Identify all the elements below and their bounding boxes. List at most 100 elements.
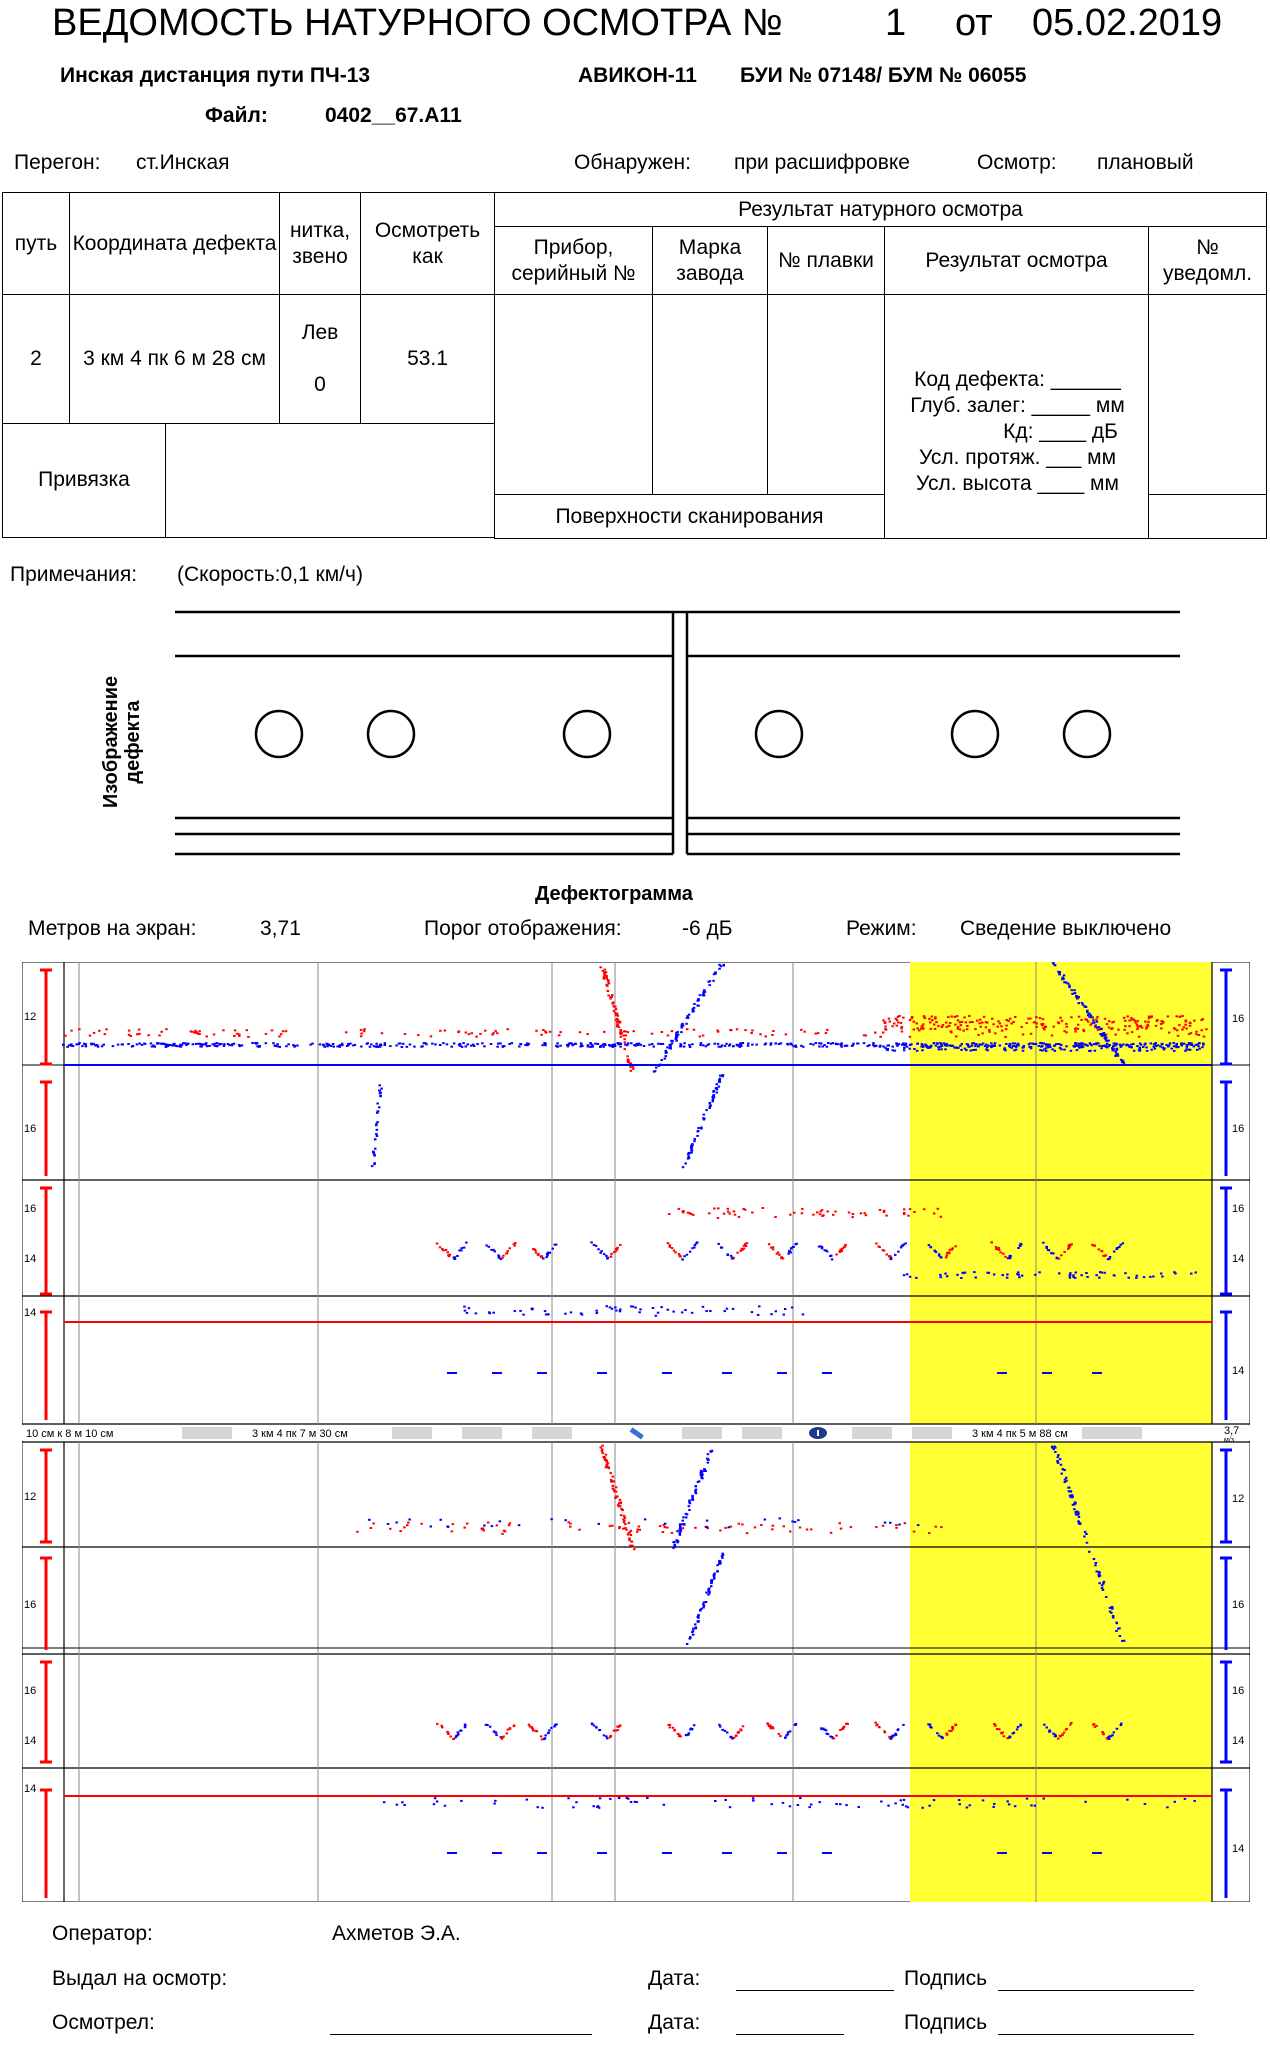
date-line[interactable] (736, 1990, 894, 1991)
signal-dot (153, 1045, 157, 1048)
signal-dot (1040, 1023, 1043, 1026)
scale-label-right: 14 (1232, 1843, 1244, 1855)
signal-dot (997, 1372, 1007, 1374)
signal-dot (1018, 1276, 1021, 1279)
signal-dot (1198, 1047, 1201, 1050)
signal-dot (340, 1042, 344, 1045)
signal-dot (728, 1044, 731, 1047)
meters-value: 3,71 (260, 917, 301, 940)
signal-dot (454, 1736, 457, 1739)
privyazka-label: Привязка (2, 422, 166, 539)
signal-dot (450, 1045, 453, 1048)
signal-dot (623, 1048, 626, 1051)
signal-dot (1175, 1046, 1178, 1049)
signal-dot (400, 1046, 404, 1048)
signal-dot (908, 1047, 911, 1050)
signal-dot (997, 1020, 1000, 1023)
signal-dot (1017, 1247, 1020, 1249)
signal-dot (1083, 1530, 1087, 1533)
signal-dot (608, 1044, 611, 1046)
signal-dot (1006, 1800, 1009, 1803)
signal-dot (586, 1033, 589, 1036)
signal-dot (1041, 1045, 1044, 1048)
signal-dot (687, 1155, 690, 1158)
signal-dot (696, 1130, 699, 1133)
defectogram[interactable]: 10 см к 8 м 10 см 3 км 4 пк 7 м 30 см 3 … (22, 962, 1250, 1902)
sign-line[interactable] (998, 1990, 1194, 1991)
signal-dot (699, 1609, 702, 1612)
date-line[interactable] (736, 2034, 844, 2035)
signal-dot (474, 1312, 478, 1315)
signal-dot (953, 1015, 956, 1018)
signal-dot (1084, 1018, 1087, 1021)
signal-dot (708, 1107, 711, 1109)
signal-dot (551, 1247, 554, 1250)
signal-dot (613, 1251, 616, 1254)
signal-dot (166, 1045, 170, 1047)
signal-dot (401, 1801, 404, 1804)
signal-dot (710, 1449, 714, 1452)
signal-dot (447, 1733, 450, 1735)
signal-dot (164, 1044, 168, 1047)
signal-dot (597, 1248, 600, 1251)
pencil-icon[interactable] (629, 1427, 644, 1440)
signal-dot (1042, 1852, 1052, 1854)
signal-dot (993, 1802, 996, 1805)
signal-dot (194, 1031, 198, 1034)
signal-dot (760, 1524, 763, 1526)
signal-dot (864, 1214, 868, 1217)
signal-dot (1038, 1271, 1041, 1274)
signal-dot (1195, 1033, 1198, 1036)
signal-dot (694, 1627, 698, 1630)
signal-dot (603, 1457, 606, 1460)
signal-dot (1032, 1043, 1036, 1046)
signal-dot (1115, 1727, 1119, 1730)
signal-dot (862, 1034, 866, 1037)
signal-dot (664, 1051, 668, 1054)
signal-dot (537, 1372, 547, 1374)
bolt-hole-icon (366, 709, 416, 759)
signal-dot (977, 1045, 980, 1048)
signal-dot (1145, 1046, 1148, 1049)
signal-dot (767, 1243, 771, 1246)
signal-dot (691, 1633, 695, 1636)
signal-dot (922, 1027, 925, 1030)
signal-dot (713, 1207, 716, 1210)
signal-dot (329, 1045, 333, 1047)
signal-dot (895, 1526, 898, 1529)
signal-dot (1052, 1252, 1055, 1255)
signal-dot (1070, 1243, 1073, 1246)
signal-dot (127, 1033, 131, 1036)
signal-dot (697, 1620, 700, 1623)
info-icon[interactable] (809, 1427, 827, 1439)
signal-dot (1119, 1045, 1123, 1048)
defect-image-label: Изображение дефекта (100, 675, 144, 809)
signal-dot (1101, 1045, 1104, 1047)
signal-dot (586, 1045, 590, 1048)
inspected-line[interactable] (330, 2034, 592, 2035)
bolt-hole-icon (754, 709, 804, 759)
signal-dot (819, 1245, 822, 1248)
signal-dot (94, 1044, 97, 1047)
signal-dot (1115, 1047, 1119, 1050)
signal-dot (446, 1731, 450, 1734)
sign-line[interactable] (998, 2034, 1194, 2035)
signal-dot (675, 1539, 679, 1542)
device-serials: БУИ № 07148/ БУМ № 06055 (740, 64, 1027, 87)
signal-dot (1057, 1043, 1061, 1045)
signal-dot (492, 1032, 495, 1035)
signal-dot (213, 1044, 217, 1047)
signal-dot (1056, 1456, 1060, 1459)
result-line: Глуб. залег: _____ мм (910, 393, 1125, 417)
signal-dot (637, 1525, 641, 1528)
signal-dot (508, 1522, 512, 1525)
signal-dot (737, 1215, 741, 1218)
signal-dot (920, 1027, 923, 1030)
signal-dot (774, 1042, 777, 1045)
signal-dot (609, 1734, 613, 1737)
signal-dot (1048, 1043, 1052, 1046)
signal-dot (1088, 1012, 1091, 1015)
signal-dot (1100, 1587, 1104, 1589)
signal-dot (548, 1729, 551, 1732)
signal-dot (681, 1527, 685, 1530)
